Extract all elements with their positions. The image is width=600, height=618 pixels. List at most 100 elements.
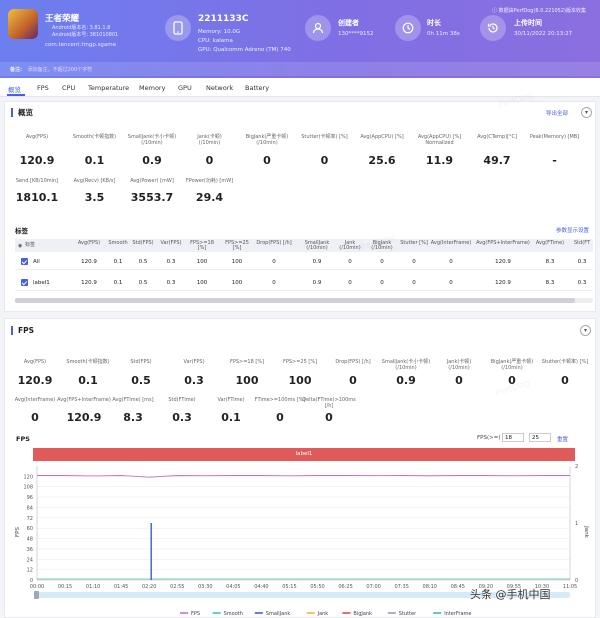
metric-value: 0.3 [172,411,192,424]
metric-value: 0 [325,411,333,424]
app-package: com.tencent.tmgp.sgame [45,42,117,48]
tab-fps[interactable]: FPS [37,84,49,92]
legend-item[interactable]: BigJank [353,611,372,617]
history-icon [480,15,506,41]
user-icon [305,15,331,41]
metric-label: SmallJank(卡小卡顿) (/10min) [127,134,177,146]
legend-item[interactable]: InterFrame [444,611,471,617]
fps-filter-25-input[interactable]: 25 [529,433,551,442]
collapse-overview-icon[interactable]: ▾ [581,107,592,118]
metric-value: 49.7 [483,154,511,167]
table-scrollbar[interactable] [15,298,593,303]
notes-input[interactable]: 添加备注，不超过200个字符 [27,67,93,73]
metric-label: Avg(AppCPU) [%] [360,134,404,140]
device-memory: Memory: 10.0G [198,29,241,35]
x-tick-label: 00:00 [30,584,44,590]
x-tick-label: 02:55 [170,584,184,590]
metric-value: 120.9 [66,411,102,424]
table-header-cell[interactable]: Stutter [%] [400,240,428,246]
table-cell: label1 [33,280,50,286]
metric-value: 0.1 [221,411,241,424]
table-header-cell[interactable]: Avg(FTime) [535,240,565,246]
table-header-cell[interactable]: FPS>=18 [%] [190,240,214,251]
chart-zoom-slider[interactable] [37,592,570,598]
metric-label: Avg(FPS) [25,134,49,140]
tab-gpu[interactable]: GPU [178,84,192,92]
table-header-cell[interactable]: Std(FT [573,240,591,246]
metric-label: Std(FPS) [130,359,152,365]
table-header-cell[interactable]: 标签 [25,242,36,248]
legend-item[interactable]: Stutter [399,611,417,617]
legend-item[interactable]: SmallJank [266,611,291,617]
table-cell: 8.3 [545,280,555,286]
table-scroll-thumb[interactable] [15,298,575,303]
table-header-cell[interactable]: Jank (/10min) [339,240,361,251]
metric-value: 0 [276,411,284,424]
table-cell: 0 [380,259,384,265]
reset-link[interactable]: 重置 [557,437,569,443]
phone-icon [165,15,191,41]
table-header-cell[interactable]: Smooth [108,240,128,246]
table-cell: 0 [412,259,416,265]
duration-label: 时长 [427,19,441,27]
row-checkbox[interactable] [21,258,28,265]
device-meta: Memory: 10.0G CPU: kalama GPU: Qualcomm … [198,28,291,55]
label-range-bar[interactable]: label1 [33,448,575,461]
table-header-cell[interactable]: Avg(FPS+InterFrame) [476,240,530,246]
y2-tick-label: 2 [575,464,578,470]
legend-item[interactable]: Jank [317,611,329,617]
metric-value: 0.9 [396,374,416,387]
table-header-cell[interactable]: Drop(FPS) [/h] [256,240,292,246]
metric-label: SmallJank(卡小卡顿) (/10min) [381,359,431,371]
export-all-link[interactable]: 导出全部 [546,111,569,117]
tab-network[interactable]: Network [206,84,234,92]
metric-label: Drop(FPS) [/h] [335,359,371,365]
y-tick-label: 24 [27,557,33,563]
chart-zoom-handle-left[interactable] [34,591,39,599]
table-cell: 0.3 [166,280,176,286]
y-tick-label: 48 [27,537,33,543]
param-settings-link[interactable]: 参数显示设置 [556,228,590,234]
x-tick-label: 07:35 [394,584,408,590]
legend-item[interactable]: Smooth [224,611,243,617]
notes-bar[interactable]: 备注: 添加备注，不超过200个字符 [0,62,600,76]
x-tick-label: 05:15 [282,584,296,590]
collapse-fps-icon[interactable]: ▾ [580,325,591,336]
metric-value: 29.4 [195,191,224,204]
tab-overview[interactable]: 概览 [8,86,21,94]
table-cell: 100 [196,280,208,286]
eye-icon[interactable]: ◉ [18,243,23,249]
x-tick-label: 09:20 [479,584,493,590]
y2-tick-label: 1 [575,521,578,527]
metric-label: Stutter(卡顿率) [%] [301,134,348,140]
table-header-cell[interactable]: BigJank (/10min) [371,240,393,251]
legend-item[interactable]: FPS [191,611,200,617]
metric-value: 0.1 [78,374,98,387]
table-header-cell[interactable]: SmallJank (/10min) [304,240,330,251]
row-checkbox[interactable] [21,279,28,286]
metric-value: 0 [349,374,357,387]
metric-label: Delta(FTime)>100ms [/h] [302,397,356,409]
table-row[interactable]: All 120.9 0.1 0.5 0.3 100 100 0 0.9 0 0 0 0 120.9 8.3 0… [15,254,593,270]
table-header-cell[interactable]: Std(FPS) [132,240,154,246]
table-header-cell[interactable]: Avg(FPS) [77,240,101,246]
table-cell: 0 [380,280,384,286]
tab-temperature[interactable]: Temperature [88,84,130,92]
table-cell: 100 [196,259,208,265]
table-header-cell[interactable]: Var(FPS) [160,240,182,246]
table-row[interactable]: label1 120.9 0.1 0.5 0.3 100 100 0 0.9 0 0 0 0 120.9 8… [15,275,593,291]
tab-battery[interactable]: Battery [245,84,270,92]
table-header-cell[interactable]: FPS>=25 [%] [225,240,249,251]
metric-value: 0.9 [142,154,162,167]
tab-memory[interactable]: Memory [139,84,166,92]
fps-filter-18-input[interactable]: 18 [502,433,524,442]
table-cell: 100 [231,259,243,265]
metric-label: Peak(Memory) [MB] [529,134,580,140]
tab-cpu[interactable]: CPU [62,84,76,92]
version-code: Android版本号: 381010801 [52,32,119,38]
table-header-cell[interactable]: Avg(InterFrame) [430,240,472,246]
app-icon [8,9,38,39]
x-tick-label: 02:20 [142,584,156,590]
metric-value: 120.9 [17,374,53,387]
